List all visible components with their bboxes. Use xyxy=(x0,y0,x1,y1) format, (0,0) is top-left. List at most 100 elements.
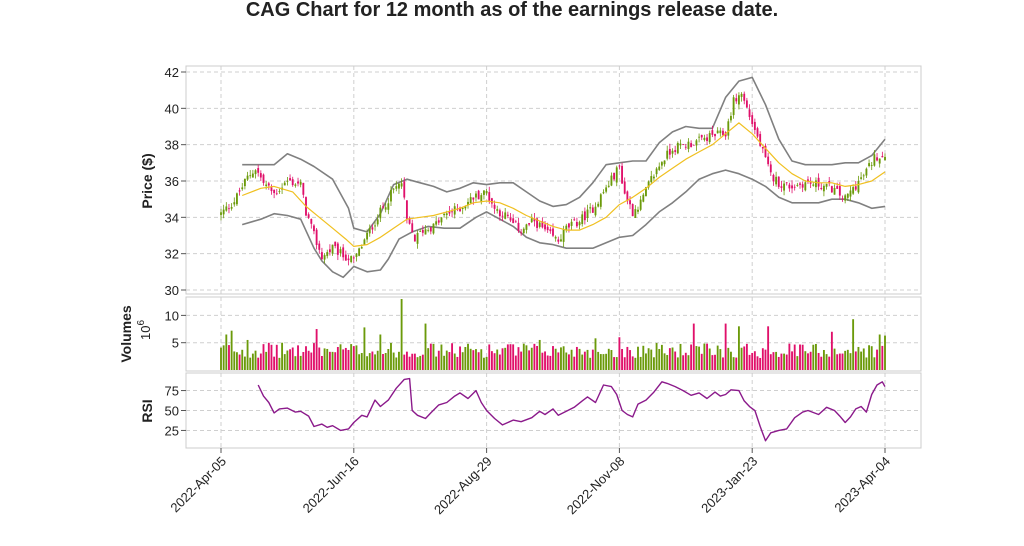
candle-body xyxy=(583,211,586,221)
candle-body xyxy=(249,175,252,177)
volume-bar xyxy=(846,349,849,370)
candle-body xyxy=(509,217,512,221)
candle-body xyxy=(222,209,225,215)
volume-bar xyxy=(602,354,605,370)
candle-body xyxy=(745,100,748,108)
volume-bar xyxy=(809,351,812,370)
candle-body xyxy=(376,219,379,225)
candle-body xyxy=(398,183,400,189)
volume-bar xyxy=(634,357,637,370)
candle-body xyxy=(228,208,230,210)
candle-body xyxy=(445,213,448,216)
volume-bar xyxy=(623,357,626,370)
candle-body xyxy=(783,183,786,191)
candle-body xyxy=(390,190,392,202)
volume-bar xyxy=(549,355,552,370)
volume-bar xyxy=(530,347,533,370)
volume-bar xyxy=(467,343,469,370)
volume-bar xyxy=(366,356,369,370)
candle-body xyxy=(360,247,363,249)
candle-body xyxy=(233,202,236,205)
volume-bar xyxy=(514,355,517,370)
candle-body xyxy=(318,243,321,250)
volume-bar xyxy=(881,345,884,370)
candle-body xyxy=(220,212,222,215)
candle-body xyxy=(504,212,507,219)
candle-body xyxy=(822,185,825,192)
volume-bar xyxy=(655,343,658,370)
candle-body xyxy=(865,168,868,176)
candle-body xyxy=(435,221,438,225)
candle-body xyxy=(557,239,560,242)
volume-bar xyxy=(310,352,313,370)
candle-body xyxy=(307,214,310,218)
volume-bar xyxy=(854,351,857,370)
candle-body xyxy=(698,136,701,138)
candle-body xyxy=(243,178,246,187)
candle-body xyxy=(552,228,554,236)
candle-body xyxy=(791,185,793,189)
volume-bar xyxy=(735,357,738,370)
volume-bar xyxy=(751,352,754,370)
volume-bar xyxy=(671,347,674,370)
candle-body xyxy=(761,146,764,149)
volume-bar xyxy=(363,327,366,370)
candle-body xyxy=(820,187,823,190)
volume-bar xyxy=(719,349,722,370)
volume-bar xyxy=(828,356,831,370)
volume-bar xyxy=(833,348,836,370)
volume-bar xyxy=(541,352,544,370)
volume-bar xyxy=(315,329,318,370)
volume-bar xyxy=(722,357,724,370)
candle-body xyxy=(637,209,639,212)
volume-bar xyxy=(610,350,613,370)
candle-body xyxy=(719,130,722,134)
volume-bar xyxy=(538,339,541,370)
volume-bar xyxy=(552,346,554,370)
candle-body xyxy=(251,173,254,178)
candle-body xyxy=(344,254,347,261)
volume-bar xyxy=(703,343,706,370)
volume-bar xyxy=(222,345,225,370)
candle-body xyxy=(714,133,716,137)
volume-bar xyxy=(764,349,767,370)
candle-body xyxy=(618,165,621,167)
candle-body xyxy=(546,226,549,231)
volume-bar xyxy=(496,349,499,370)
volume-axis-ticks: 5 10 xyxy=(165,308,186,351)
volume-bar xyxy=(695,346,698,370)
volume-panel: 510 Volumes 106 xyxy=(118,296,922,372)
candle-body xyxy=(493,204,496,209)
candle-body xyxy=(355,254,358,257)
rsi-tick-label: 75 xyxy=(165,384,179,399)
price-panel-frame xyxy=(185,65,922,295)
candle-body xyxy=(647,181,650,188)
candle-body xyxy=(371,227,374,230)
volume-bar xyxy=(475,349,477,370)
volume-bar xyxy=(408,356,411,370)
volume-bar xyxy=(841,353,844,370)
candle-body xyxy=(591,207,594,213)
volume-bar xyxy=(830,331,833,370)
volume-bar xyxy=(267,342,270,370)
volume-bar xyxy=(336,347,339,370)
candle-body xyxy=(650,176,653,183)
candle-body xyxy=(464,206,467,209)
price-tick-label: 30 xyxy=(165,283,179,298)
candle-body xyxy=(815,180,817,188)
volume-bar xyxy=(862,348,865,370)
volume-bar xyxy=(525,345,528,370)
volume-bar xyxy=(658,349,661,370)
volume-bar xyxy=(522,343,525,370)
candle-body xyxy=(395,186,398,189)
candle-body xyxy=(297,181,299,184)
candle-body xyxy=(679,143,682,146)
volume-bar xyxy=(822,349,825,370)
volume-bar xyxy=(554,348,557,370)
volume-bar xyxy=(291,347,294,370)
candle-body xyxy=(833,188,836,195)
rsi-tick-label: 25 xyxy=(165,423,179,438)
volume-bar xyxy=(440,344,443,370)
candle-body xyxy=(852,187,855,194)
volume-bar xyxy=(777,356,780,370)
